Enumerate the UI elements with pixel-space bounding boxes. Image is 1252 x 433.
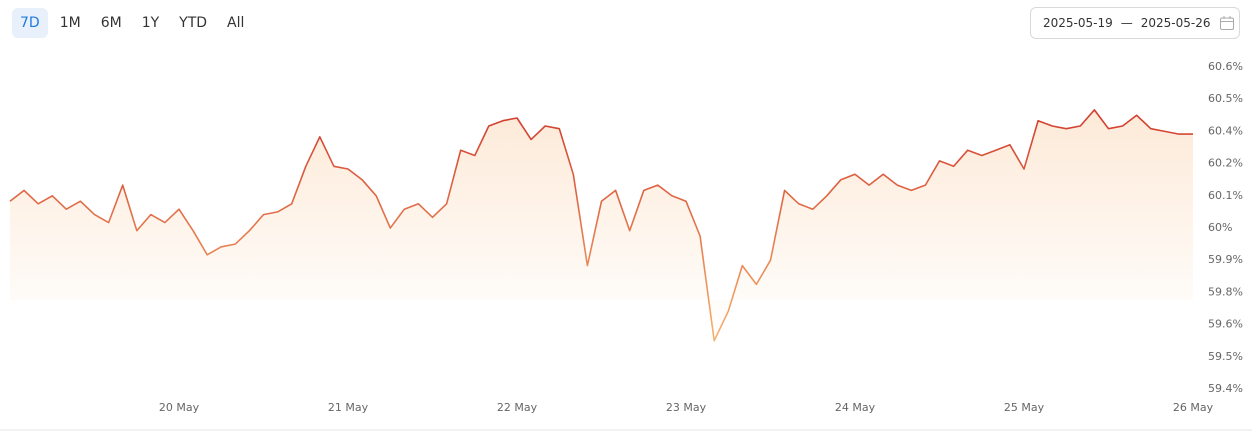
start-date[interactable]: 2025-05-19: [1043, 16, 1113, 30]
range-button[interactable]: YTD: [179, 15, 208, 31]
range-button[interactable]: 1Y: [141, 15, 160, 31]
area: [10, 109, 1193, 341]
y-tick-label: 60.2%: [1208, 157, 1243, 170]
end-date[interactable]: 2025-05-26: [1140, 16, 1211, 30]
range-button[interactable]: 6M: [100, 15, 122, 31]
calendar-icon[interactable]: [1219, 15, 1235, 31]
x-tick-label: 23 May: [666, 401, 707, 414]
x-tick-label: 21 May: [328, 401, 369, 414]
range-buttons: 7D 1M 6M 1Y YTD All: [12, 8, 252, 38]
line: [9, 109, 1193, 342]
x-tick-label: 22 May: [497, 401, 538, 414]
x-tick-label: 26 May: [1173, 401, 1214, 414]
y-tick-label: 60.5%: [1208, 92, 1243, 105]
range-button[interactable]: All: [227, 15, 245, 31]
y-tick-label: 60.4%: [1208, 124, 1243, 137]
y-tick-label: 59.9%: [1208, 253, 1243, 266]
x-tick-label: 20 May: [159, 401, 200, 414]
x-tick-label: 25 May: [1004, 401, 1045, 414]
range-button[interactable]: 7D: [12, 8, 48, 38]
y-tick-label: 59.6%: [1208, 318, 1243, 331]
y-tick-label: 59.4%: [1208, 382, 1243, 395]
y-tick-label: 59.8%: [1208, 285, 1243, 298]
separator: —: [1120, 16, 1133, 30]
y-tick-label: 60.6%: [1208, 60, 1243, 73]
range-button[interactable]: 1M: [59, 15, 81, 31]
y-tick-label: 60.1%: [1208, 189, 1243, 202]
x-tick-label: 24 May: [835, 401, 876, 414]
date-range-picker[interactable]: 2025-05-19 — 2025-05-26: [1030, 7, 1240, 39]
y-tick-label: 60%: [1208, 221, 1232, 234]
y-tick-label: 59.5%: [1208, 350, 1243, 363]
